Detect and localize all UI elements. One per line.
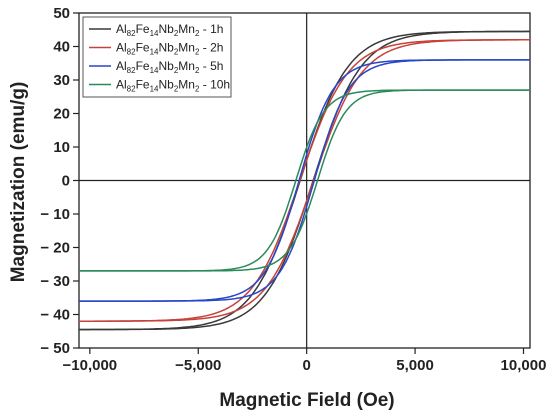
- y-tick-label: − 50: [40, 340, 70, 357]
- x-tick-label: 0: [302, 357, 310, 374]
- x-tick-label: 5,000: [396, 357, 434, 374]
- x-tick-label: 10,000: [501, 357, 547, 374]
- series-4-ascending-branch: [79, 89, 530, 272]
- series-3-loop: [79, 59, 530, 302]
- series-2-loop: [79, 39, 530, 322]
- legend-box: [82, 16, 232, 98]
- legend-entry-2: Al82Fe14Nb2Mn2 - 2h: [116, 41, 223, 57]
- y-tick-label: − 10: [40, 206, 70, 223]
- y-tick-label: − 20: [40, 240, 70, 257]
- series-4-loop: [79, 89, 530, 272]
- series-2-ascending-branch: [79, 39, 530, 322]
- y-tick-label: 30: [53, 72, 70, 89]
- legend-entry-1: Al82Fe14Nb2Mn2 - 1h: [116, 22, 223, 38]
- series-3-ascending-branch: [79, 59, 530, 302]
- x-axis-title: Magnetic Field (Oe): [219, 390, 394, 411]
- y-tick-label: 50: [53, 5, 70, 22]
- x-tick-label: −5,000: [175, 357, 221, 374]
- y-axis-title: Magnetization (emu/g): [8, 82, 29, 283]
- legend-entry-4: Al82Fe14Nb2Mn2 - 10h: [116, 78, 230, 94]
- y-tick-label: 10: [53, 139, 70, 156]
- y-tick-label: 20: [53, 106, 70, 123]
- x-tick-label: −10,000: [63, 357, 118, 374]
- y-tick-label: − 40: [40, 307, 70, 324]
- y-tick-label: − 30: [40, 273, 70, 290]
- y-tick-label: 40: [53, 39, 70, 56]
- y-tick-label: 0: [62, 173, 70, 190]
- legend-entry-3: Al82Fe14Nb2Mn2 - 5h: [116, 59, 223, 75]
